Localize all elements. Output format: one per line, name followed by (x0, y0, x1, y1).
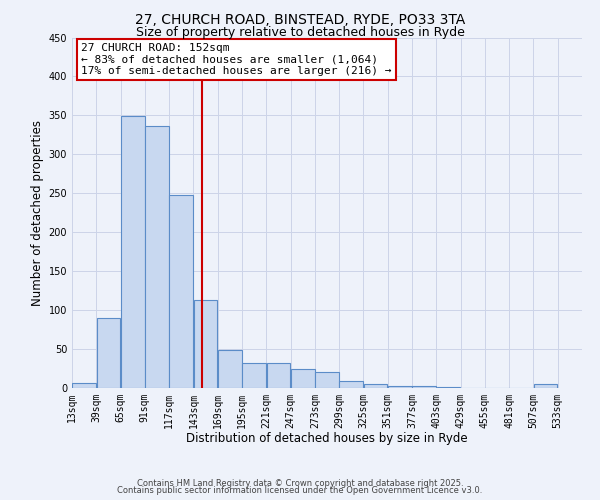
Bar (412, 386, 436, 388)
Bar (242, 364, 266, 388)
Bar (169, 196, 193, 388)
Bar (266, 364, 290, 388)
Bar (145, 126, 169, 388)
Text: 27 CHURCH ROAD: 152sqm
← 83% of detached houses are smaller (1,064)
17% of semi-: 27 CHURCH ROAD: 152sqm ← 83% of detached… (81, 43, 392, 76)
Bar (194, 300, 217, 388)
Bar (291, 369, 314, 388)
Y-axis label: Number of detached properties: Number of detached properties (31, 120, 44, 306)
Text: 27, CHURCH ROAD, BINSTEAD, RYDE, PO33 3TA: 27, CHURCH ROAD, BINSTEAD, RYDE, PO33 3T… (135, 12, 465, 26)
Bar (315, 372, 339, 388)
Bar (364, 384, 388, 388)
Bar (340, 380, 363, 388)
Bar (97, 318, 121, 388)
Bar (121, 116, 145, 388)
Text: Contains HM Land Registry data © Crown copyright and database right 2025.: Contains HM Land Registry data © Crown c… (137, 478, 463, 488)
Text: Size of property relative to detached houses in Ryde: Size of property relative to detached ho… (136, 26, 464, 39)
Bar (533, 384, 557, 388)
Bar (218, 350, 242, 388)
Text: Contains public sector information licensed under the Open Government Licence v3: Contains public sector information licen… (118, 486, 482, 495)
Bar (388, 386, 412, 388)
Bar (437, 386, 460, 388)
Bar (72, 383, 96, 388)
X-axis label: Distribution of detached houses by size in Ryde: Distribution of detached houses by size … (186, 432, 468, 445)
